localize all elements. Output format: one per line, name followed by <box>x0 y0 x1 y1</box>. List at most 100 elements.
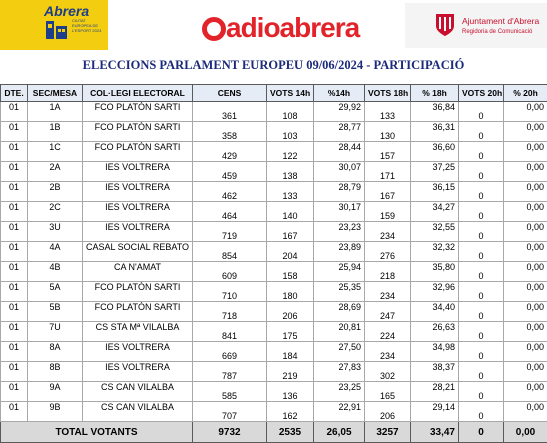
row-vots-14h: 162 <box>267 402 314 422</box>
row-colegi: IES VOLTRERA <box>83 362 193 382</box>
row-pct-14h: 30,17 <box>314 202 365 222</box>
row-vots-14h: 204 <box>267 242 314 262</box>
row-pct-14h: 23,23 <box>314 222 365 242</box>
row-vots-18h: 234 <box>365 342 411 362</box>
col-header-pct-14h: %14h <box>314 85 365 102</box>
row-vots-20h: 0 <box>459 242 504 262</box>
row-vots-18h: 247 <box>365 302 411 322</box>
row-pct-20h: 0,00 <box>504 162 547 182</box>
row-cens: 609 <box>193 262 267 282</box>
row-dte: 01 <box>1 302 28 322</box>
row-dte: 01 <box>1 282 28 302</box>
row-vots-20h: 0 <box>459 322 504 342</box>
row-pct-20h: 0,00 <box>504 402 547 422</box>
abrera-logo-subtitle: CIUTAT EUROPEA DE L'ESPORT 2024 <box>72 18 102 33</box>
row-pct-20h: 0,00 <box>504 142 547 162</box>
row-vots-18h: 224 <box>365 322 411 342</box>
row-colegi: IES VOLTRERA <box>83 182 193 202</box>
row-sec-mesa: 2A <box>28 162 83 182</box>
row-sec-mesa: 2B <box>28 182 83 202</box>
row-dte: 01 <box>1 222 28 242</box>
row-vots-20h: 0 <box>459 102 504 122</box>
row-pct-14h: 28,79 <box>314 182 365 202</box>
row-colegi: CASAL SOCIAL REBATO <box>83 242 193 262</box>
row-vots-14h: 206 <box>267 302 314 322</box>
col-header-dte: DTE. <box>1 85 28 102</box>
row-cens: 707 <box>193 402 267 422</box>
row-vots-14h: 133 <box>267 182 314 202</box>
row-pct-18h: 29,14 <box>411 402 459 422</box>
row-pct-20h: 0,00 <box>504 182 547 202</box>
col-header-vots-18h: VOTS 18h <box>365 85 411 102</box>
row-sec-mesa: 1C <box>28 142 83 162</box>
row-pct-18h: 36,60 <box>411 142 459 162</box>
row-vots-14h: 158 <box>267 262 314 282</box>
row-sec-mesa: 3U <box>28 222 83 242</box>
row-vots-14h: 136 <box>267 382 314 402</box>
row-pct-18h: 32,32 <box>411 242 459 262</box>
total-vots-14h: 2535 <box>267 422 314 443</box>
row-pct-18h: 38,37 <box>411 362 459 382</box>
col-header-vots-20h: VOTS 20h <box>459 85 504 102</box>
radio-logo-circle-icon <box>202 17 226 41</box>
row-pct-18h: 37,25 <box>411 162 459 182</box>
row-vots-18h: 167 <box>365 182 411 202</box>
row-pct-14h: 23,89 <box>314 242 365 262</box>
row-vots-20h: 0 <box>459 342 504 362</box>
page-title: ELECCIONS PARLAMENT EUROPEU 09/06/2024 -… <box>0 55 547 75</box>
col-header-cens: CENS <box>193 85 267 102</box>
row-dte: 01 <box>1 202 28 222</box>
row-pct-20h: 0,00 <box>504 302 547 322</box>
row-cens: 719 <box>193 222 267 242</box>
row-vots-14h: 167 <box>267 222 314 242</box>
table-header-row: DTE. SEC/MESA COL·LEGI ELECTORAL CENS VO… <box>1 85 547 102</box>
row-sec-mesa: 9A <box>28 382 83 402</box>
row-pct-18h: 28,21 <box>411 382 459 402</box>
row-vots-20h: 0 <box>459 202 504 222</box>
row-sec-mesa: 8A <box>28 342 83 362</box>
shield-icon <box>435 13 455 37</box>
row-dte: 01 <box>1 102 28 122</box>
row-vots-20h: 0 <box>459 302 504 322</box>
row-pct-14h: 27,50 <box>314 342 365 362</box>
row-cens: 459 <box>193 162 267 182</box>
row-sec-mesa: 4A <box>28 242 83 262</box>
participation-table: DTE. SEC/MESA COL·LEGI ELECTORAL CENS VO… <box>0 84 547 443</box>
row-sec-mesa: 1A <box>28 102 83 122</box>
row-vots-18h: 234 <box>365 222 411 242</box>
total-vots-20h: 0 <box>459 422 504 443</box>
row-pct-18h: 32,96 <box>411 282 459 302</box>
row-vots-20h: 0 <box>459 282 504 302</box>
row-vots-14h: 175 <box>267 322 314 342</box>
ajuntament-logo: Ajuntament d'Abrera Regidoria de Comunic… <box>405 3 547 48</box>
row-colegi: IES VOLTRERA <box>83 222 193 242</box>
row-cens: 585 <box>193 382 267 402</box>
row-cens: 718 <box>193 302 267 322</box>
row-pct-14h: 27,83 <box>314 362 365 382</box>
row-vots-18h: 234 <box>365 282 411 302</box>
row-colegi: CA N'AMAT <box>83 262 193 282</box>
row-pct-20h: 0,00 <box>504 342 547 362</box>
row-vots-18h: 159 <box>365 202 411 222</box>
row-dte: 01 <box>1 262 28 282</box>
row-colegi: CS CAN VILALBA <box>83 382 193 402</box>
total-row: TOTAL VOTANTS 9732 2535 26,05 3257 33,47… <box>1 422 547 443</box>
row-dte: 01 <box>1 182 28 202</box>
ajuntament-subtitle: Regidoria de Comunicació <box>462 29 532 35</box>
row-pct-20h: 0,00 <box>504 222 547 242</box>
row-sec-mesa: 5A <box>28 282 83 302</box>
town-emblem-icon <box>45 18 69 42</box>
row-pct-18h: 34,27 <box>411 202 459 222</box>
row-colegi: CS CAN VILALBA <box>83 402 193 422</box>
row-pct-20h: 0,00 <box>504 362 547 382</box>
row-vots-14h: 140 <box>267 202 314 222</box>
row-sec-mesa: 9B <box>28 402 83 422</box>
row-vots-18h: 165 <box>365 382 411 402</box>
row-pct-18h: 36,31 <box>411 122 459 142</box>
row-cens: 841 <box>193 322 267 342</box>
col-header-pct-18h: % 18h <box>411 85 459 102</box>
